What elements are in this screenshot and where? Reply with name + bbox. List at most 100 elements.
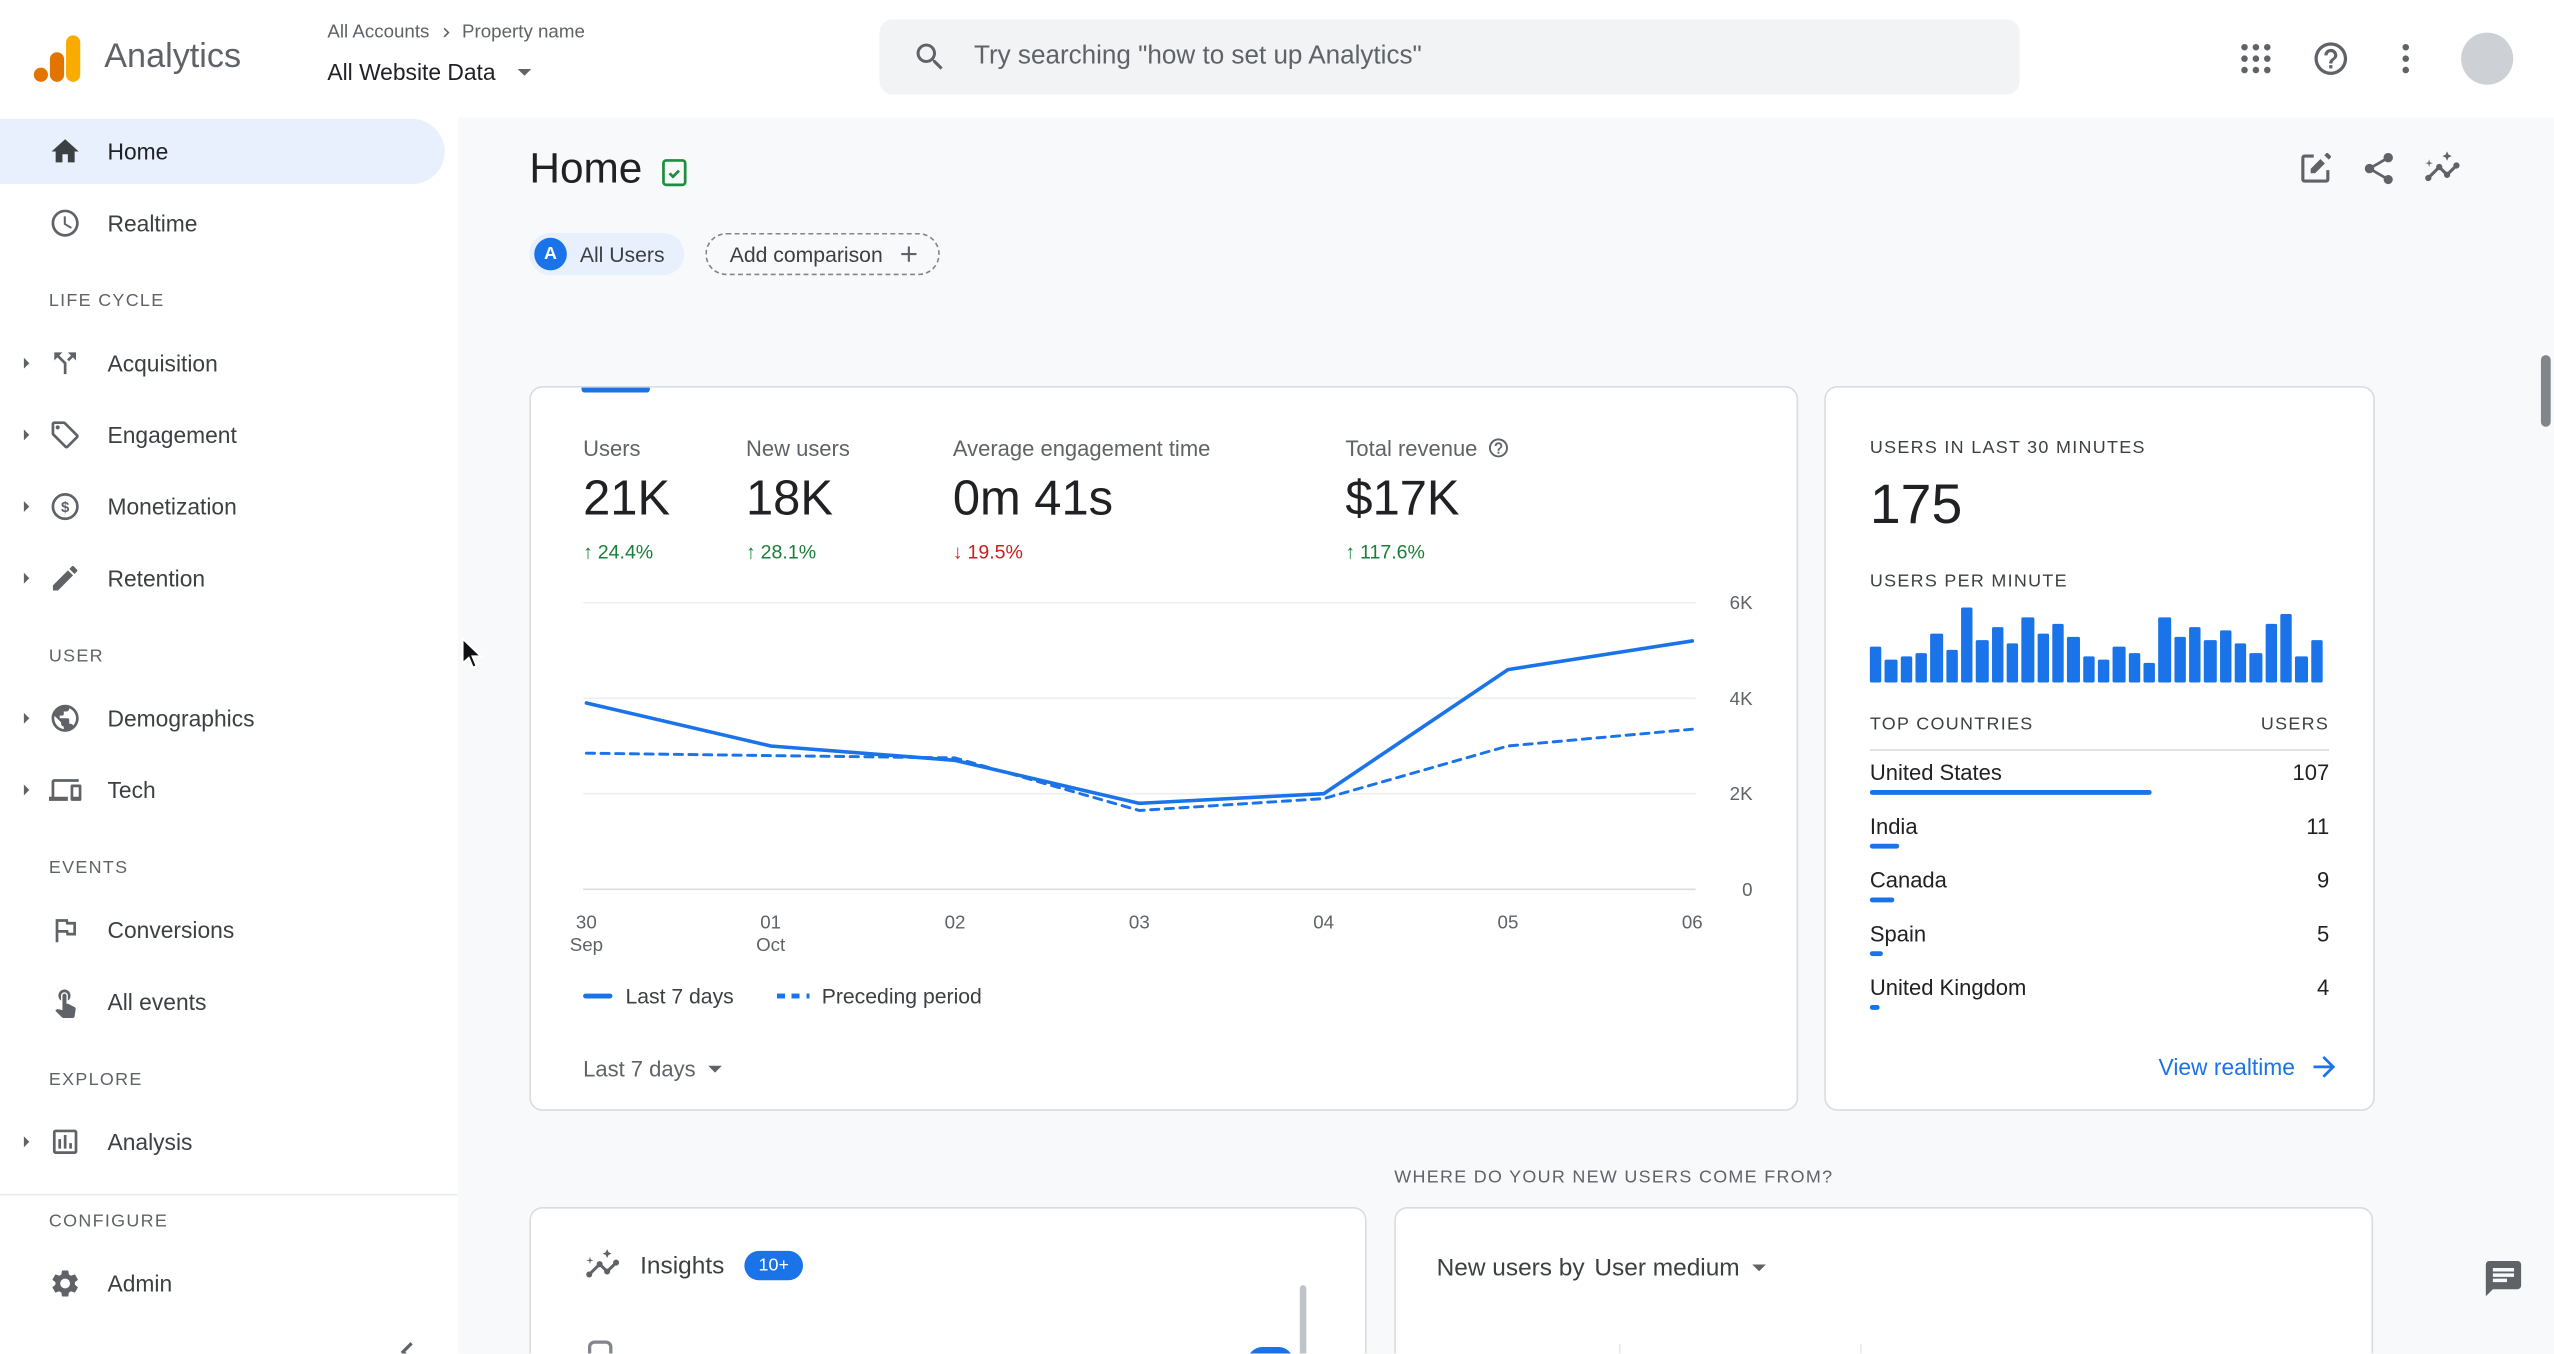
metric-delta: ↑ 24.4% (583, 540, 654, 564)
data-quality-check-icon[interactable] (659, 156, 692, 189)
expand-arrow-icon (7, 565, 46, 591)
expand-arrow-icon (7, 494, 46, 520)
top-countries-list: United States 107 India 11 Canada 9 Spain 5 Unit… (1869, 756, 2330, 1025)
top-countries-header: TOP COUNTRIES USERS (1869, 715, 2330, 751)
minute-bar (1930, 633, 1943, 683)
dimension-label: User medium (1594, 1253, 1740, 1282)
sidebar-item-home[interactable]: Home (0, 118, 445, 185)
search-icon (912, 39, 948, 75)
admin-icon (49, 1267, 82, 1300)
realtime-card: USERS IN LAST 30 MINUTES 175 USERS PER M… (1824, 386, 2375, 1111)
overview-card: Users 21K ↑ 24.4% New users 18K ↑ 28.1% Average … (529, 386, 1799, 1111)
acquisition-icon (49, 347, 82, 380)
minute-bar (2219, 630, 2232, 683)
legend-swatch-dashed (776, 993, 809, 999)
arrow-up-icon: ↑ (583, 540, 593, 564)
expand-arrow-icon (7, 350, 46, 376)
arrow-down-icon: ↓ (952, 540, 963, 564)
tech-icon (48, 774, 82, 807)
view-realtime-link[interactable]: View realtime (2159, 1051, 2341, 1084)
sidebar: Home Realtime LIFE CYCLE Acquisition Engagem… (0, 117, 458, 1354)
apps-grid-icon[interactable] (2236, 39, 2275, 78)
sidebar-item-acquisition[interactable]: Acquisition (0, 331, 445, 396)
table-column-divider (1619, 1343, 1621, 1354)
sidebar-item-admin[interactable]: Admin (0, 1251, 445, 1316)
minute-bar (2310, 640, 2323, 683)
app-header: Analytics All Accounts Property name All… (0, 0, 2554, 118)
all-users-chip[interactable]: A All Users (529, 232, 685, 276)
user-avatar[interactable] (2461, 32, 2514, 85)
sidebar-item-label: Tech (107, 776, 156, 803)
dimension-selector[interactable]: User medium (1594, 1251, 1775, 1284)
users-30min-label: USERS IN LAST 30 MINUTES (1869, 438, 2146, 458)
sidebar-item-retention[interactable]: Retention (0, 546, 445, 611)
users-column-title: USERS (2260, 715, 2330, 735)
more-vertical-icon[interactable] (2386, 39, 2425, 78)
sidebar-item-tech[interactable]: Tech (0, 757, 445, 822)
sidebar-item-analysis[interactable]: Analysis (0, 1109, 445, 1174)
sidebar-item-label: Admin (107, 1270, 173, 1297)
share-icon[interactable] (2360, 150, 2397, 187)
sidebar-section: USER Demographics Tech (0, 647, 458, 823)
help-icon[interactable] (2311, 39, 2350, 78)
property-selector[interactable]: All Website Data (327, 55, 541, 88)
minute-bar (1991, 627, 2004, 683)
add-comparison-button[interactable]: Add comparison (705, 232, 940, 276)
breadcrumb-item-all-accounts[interactable]: All Accounts (327, 22, 430, 43)
customize-report-icon[interactable] (2297, 150, 2334, 187)
insights-card: Insights 10+ (529, 1206, 1367, 1354)
country-users: 107 (2292, 759, 2330, 785)
analysis-icon (49, 1126, 82, 1159)
top-countries-title: TOP COUNTRIES (1869, 715, 2034, 735)
sidebar-item-label: Acquisition (107, 350, 218, 377)
google-analytics-logo[interactable] (26, 28, 88, 90)
minute-bar (2234, 643, 2247, 683)
sidebar-item-monetization[interactable]: $ Monetization (0, 474, 445, 539)
legend-item: Last 7 days (583, 984, 734, 1008)
minute-bar (1885, 659, 1897, 683)
metric-delta: ↑ 117.6% (1345, 540, 1425, 564)
page-scrollbar-thumb[interactable] (2540, 355, 2551, 427)
sidebar-section-label: USER (48, 646, 104, 667)
search-input[interactable] (974, 42, 1988, 72)
nav-indent-spacer (7, 1270, 46, 1296)
page-title: Home (529, 143, 643, 193)
all-events-icon (49, 985, 82, 1018)
metric-average-engagement-time: Average engagement time 0m 41s ↓ 19.5% (952, 433, 1211, 564)
country-row: India 11 (1869, 810, 2329, 849)
sidebar-item-realtime[interactable]: Realtime (0, 191, 445, 256)
home-icon (49, 135, 82, 168)
date-range-selector[interactable]: Last 7 days (573, 1042, 741, 1094)
sidebar-section-label: EVENTS (48, 858, 129, 878)
expand-arrow-icon (7, 422, 46, 448)
sidebar-item-engagement[interactable]: Engagement (0, 402, 445, 467)
arrow-up-icon: ↑ (1345, 540, 1356, 564)
x-axis-label: 06 (1681, 913, 1703, 934)
feedback-chat-icon[interactable] (2482, 1257, 2524, 1299)
svg-text:6K: 6K (1730, 592, 1753, 613)
collapse-sidebar-icon[interactable] (388, 1332, 427, 1354)
minute-bar (2021, 617, 2034, 683)
metric-value: 0m 41s (952, 472, 1114, 527)
active-tab-indicator (581, 387, 650, 393)
breadcrumb-item-property-name[interactable]: Property name (462, 22, 585, 43)
help-icon[interactable] (1487, 437, 1510, 460)
users-trend-chart: 0 2K 4K 6K (583, 586, 1756, 905)
metric-value: 18K (745, 472, 833, 527)
insights-scrollbar-thumb[interactable] (1299, 1285, 1307, 1354)
new-users-section-label: WHERE DO YOUR NEW USERS COME FROM? (1394, 1167, 1834, 1188)
search-bar[interactable] (879, 19, 2020, 95)
users-30min-value: 175 (1869, 473, 1963, 536)
page-title-row: Home (529, 143, 691, 193)
insights-icon[interactable] (2424, 150, 2461, 187)
sidebar-item-conversions[interactable]: Conversions (0, 897, 445, 962)
sidebar-item-all-events[interactable]: All events (0, 969, 445, 1034)
engagement-icon (49, 419, 82, 452)
chevron-down-icon (699, 1052, 732, 1085)
expand-arrow-icon (7, 777, 46, 803)
sidebar-item-demographics[interactable]: Demographics (0, 686, 445, 751)
minute-bar (1961, 607, 1973, 683)
svg-text:2K: 2K (1730, 783, 1753, 804)
minute-bar (2204, 640, 2217, 683)
